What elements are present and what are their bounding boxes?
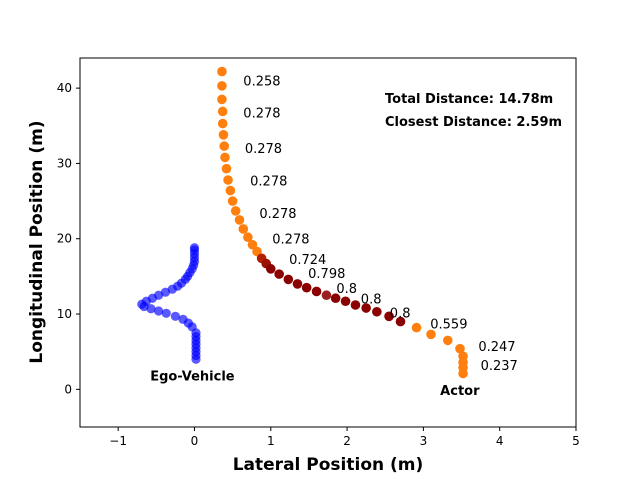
- speed-annotation: 0.237: [481, 359, 518, 374]
- actor-point: [219, 141, 230, 151]
- speed-annotation: 0.258: [243, 74, 280, 89]
- actor-point: [217, 118, 228, 129]
- actor-point: [230, 206, 241, 216]
- x-axis-title: Lateral Position (m): [233, 455, 424, 475]
- ego-vehicle-point: [153, 306, 164, 316]
- actor-point: [238, 224, 249, 234]
- actor-point: [361, 303, 371, 313]
- actor-point: [217, 66, 227, 77]
- y-tick-label: 10: [57, 307, 72, 321]
- speed-annotation: 0.278: [259, 207, 296, 222]
- actor-point: [384, 311, 394, 322]
- actor-point: [455, 343, 465, 354]
- plot-layer: [137, 66, 468, 379]
- ego-vehicle-point: [153, 290, 164, 300]
- actor-point: [301, 282, 312, 293]
- actor-point: [274, 269, 284, 279]
- x-tick-label: 1: [267, 434, 275, 448]
- actor-point: [283, 274, 294, 285]
- actor-point: [220, 152, 230, 163]
- x-tick-label: 5: [572, 434, 580, 448]
- actor-point: [217, 94, 227, 105]
- speed-annotation: 0.798: [308, 267, 345, 282]
- speed-annotation: 0.8: [390, 306, 411, 321]
- actor-label: Actor: [440, 384, 480, 399]
- x-tick-label: 2: [343, 434, 351, 448]
- x-tick-label: −1: [109, 434, 127, 448]
- actor-point: [227, 196, 238, 206]
- actor-point: [411, 322, 422, 333]
- ego-vehicle-point: [160, 287, 171, 297]
- actor-point: [372, 306, 382, 317]
- total-distance-label: Total Distance: 14.78m: [385, 92, 553, 107]
- speed-annotation: 0.559: [430, 318, 467, 333]
- actor-point: [340, 296, 351, 307]
- actor-point: [426, 329, 436, 340]
- speed-annotation: 0.247: [478, 340, 515, 355]
- speed-annotation: 0.278: [245, 142, 282, 157]
- actor-point: [252, 246, 262, 257]
- plot-frame: [79, 57, 577, 428]
- actor-point: [243, 232, 253, 243]
- actor-point: [350, 300, 361, 310]
- actor-point: [225, 185, 236, 196]
- actor-point: [443, 335, 453, 346]
- x-tick-label: 3: [420, 434, 428, 448]
- annotation-layer: 0.258 0.278 0.278 0.278 0.278 0.278 0.7240.798…: [150, 74, 518, 399]
- closest-distance-label: Closest Distance: 2.59m: [385, 115, 562, 130]
- actor-point: [265, 264, 276, 274]
- actor-point: [311, 286, 322, 297]
- y-tick-label: 0: [64, 382, 72, 396]
- actor-point: [395, 316, 406, 327]
- tick-layer: −1 0 1 2 3 4 5 0 10 20 30 40: [57, 81, 580, 448]
- ego-vehicle-point: [161, 308, 171, 318]
- actor-point: [330, 293, 341, 304]
- actor-point: [321, 290, 332, 301]
- actor-point: [234, 215, 245, 225]
- actor-point: [218, 130, 229, 140]
- y-tick-label: 20: [57, 232, 72, 246]
- speed-annotation: 0.724: [289, 253, 326, 268]
- ego-vehicle-point: [189, 243, 200, 253]
- actor-point: [217, 106, 228, 117]
- y-tick-label: 40: [57, 81, 72, 95]
- x-tick-label: 0: [191, 434, 199, 448]
- actor-point: [292, 279, 303, 289]
- speed-annotation: 0.278: [250, 175, 287, 190]
- speed-annotation: 0.8: [336, 282, 357, 297]
- x-tick-label: 4: [496, 434, 504, 448]
- speed-annotation: 0.278: [243, 107, 280, 122]
- actor-point: [247, 239, 258, 250]
- actor-point: [217, 81, 227, 91]
- actor-point: [458, 368, 468, 379]
- actor-point: [221, 163, 232, 174]
- ego-vehicle-point: [178, 314, 188, 324]
- ego-vehicle-point: [170, 311, 180, 321]
- speed-annotation: 0.8: [361, 293, 382, 308]
- actor-point: [223, 175, 233, 185]
- y-axis-title: Longitudinal Position (m): [27, 120, 47, 363]
- y-tick-label: 30: [57, 156, 72, 170]
- speed-annotation: 0.278: [272, 232, 309, 247]
- ego-vehicle-label: Ego-Vehicle: [150, 370, 235, 385]
